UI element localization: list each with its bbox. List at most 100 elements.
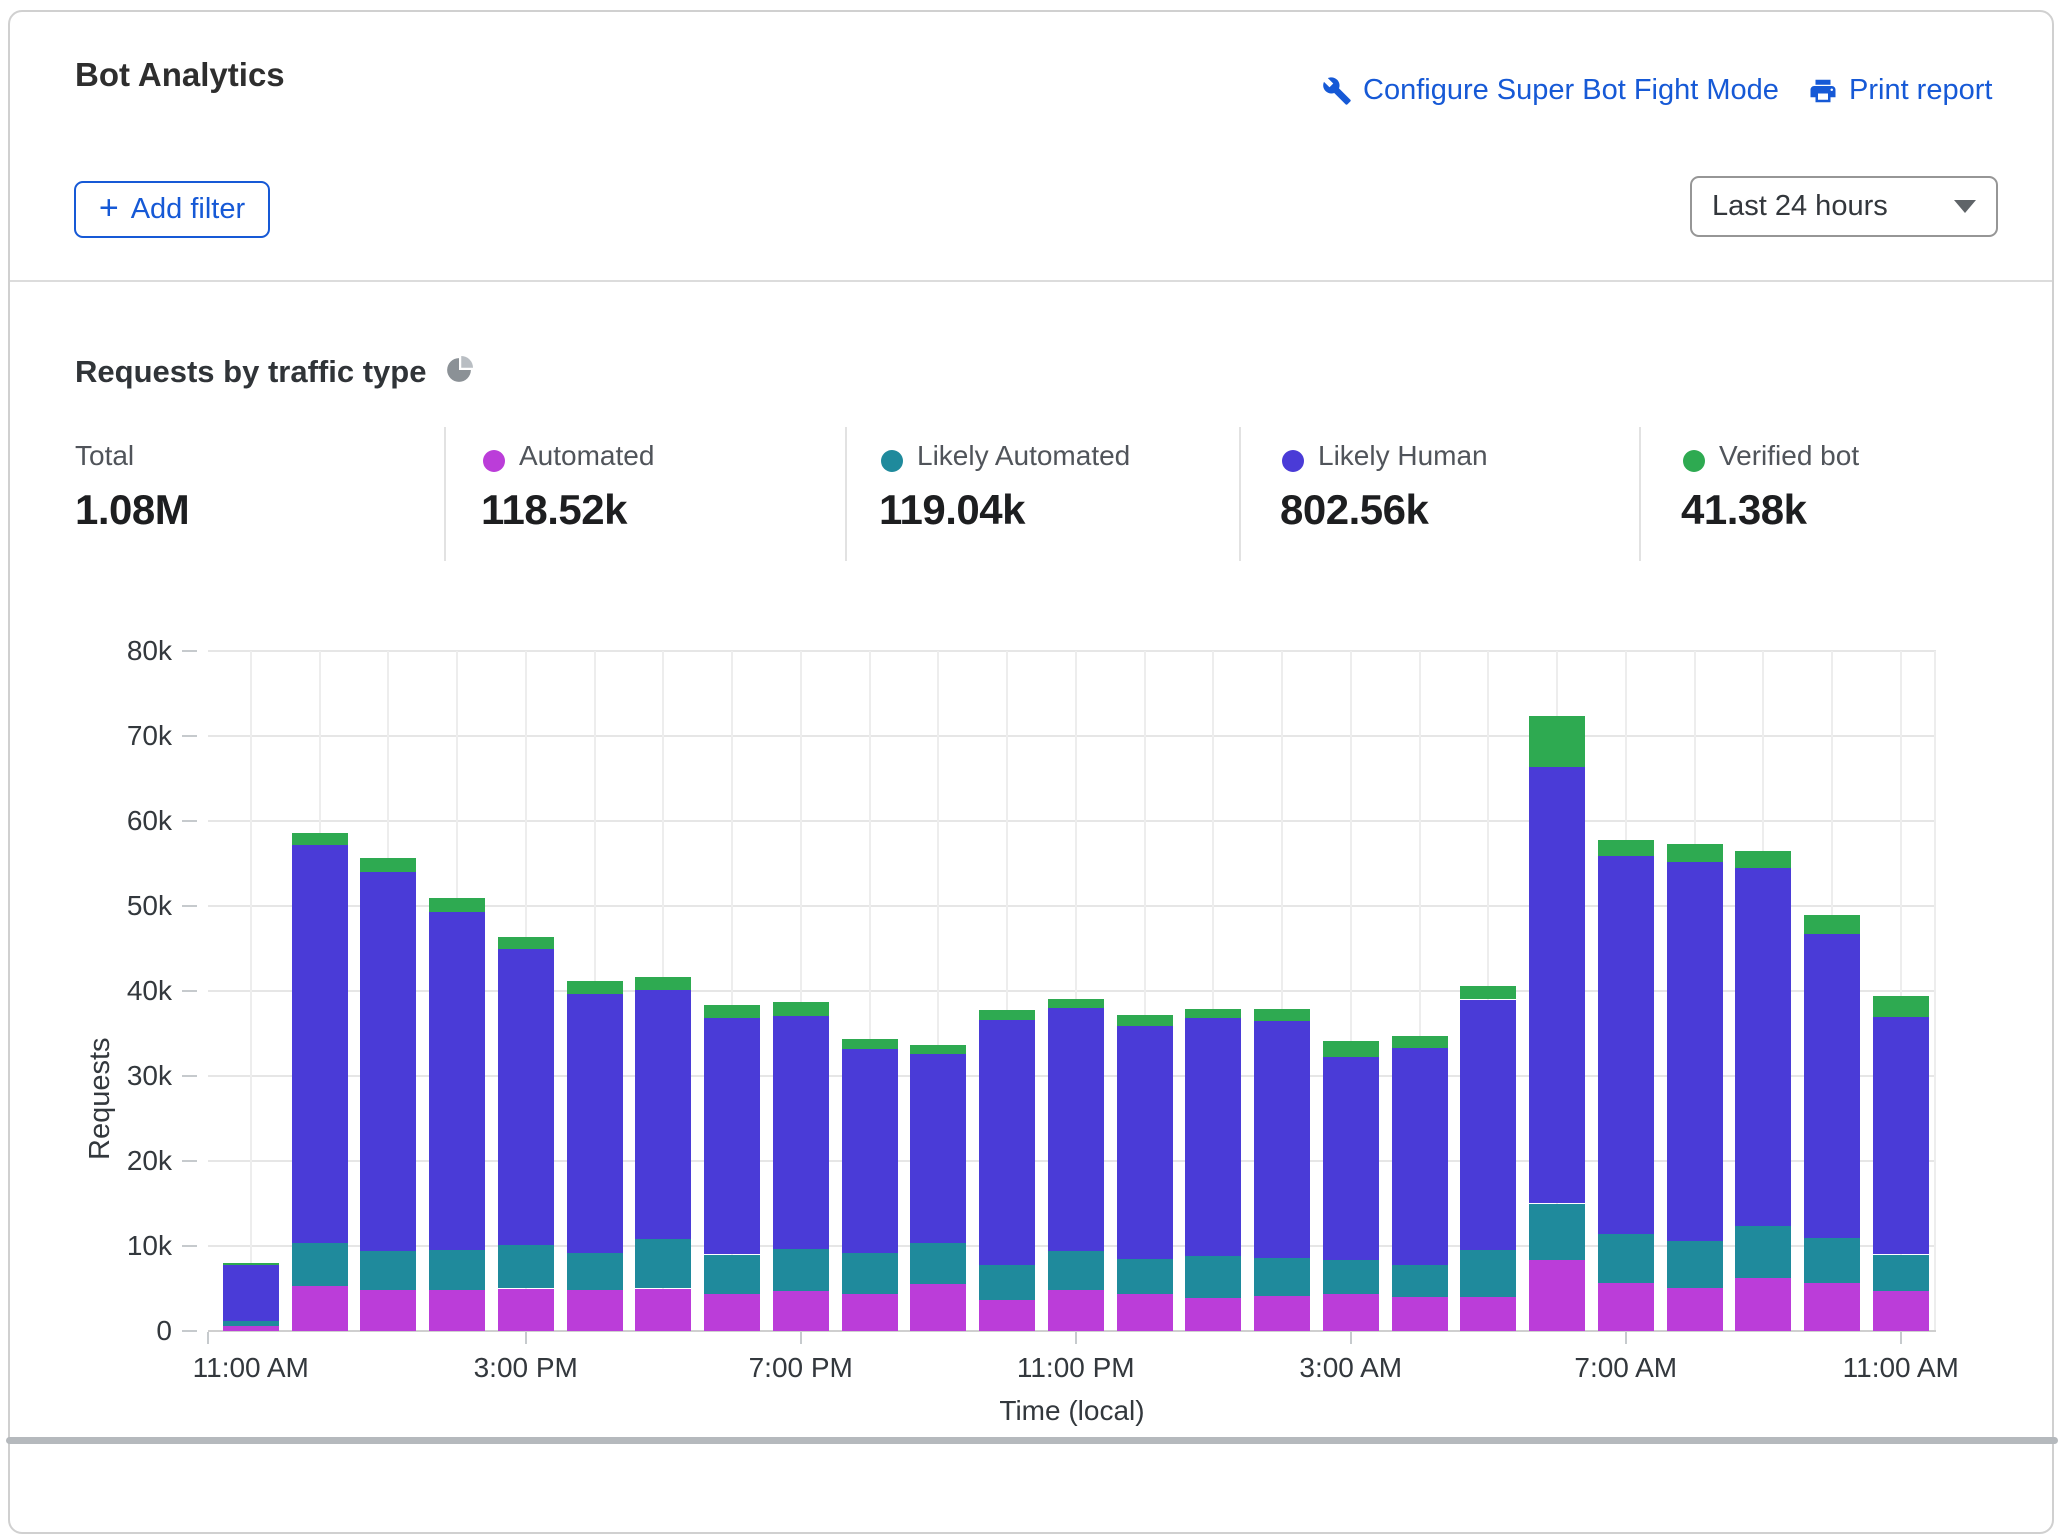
x-tick-mark-3 [1074, 1332, 1077, 1344]
stat-likely-automated[interactable]: Likely Automated 119.04k [879, 440, 1130, 534]
bar-segment-automated-600pm [704, 1293, 760, 1331]
y-tick-mark-80k [182, 650, 197, 652]
bar-segment-verified-bot-1100am [1872, 996, 1929, 1018]
y-tick-mark-40k [182, 990, 197, 992]
bar-segment-likely-automated-200am [1254, 1257, 1310, 1297]
bar-segment-automated-400am [1391, 1297, 1448, 1331]
stat-likely-automated-value: 119.04k [879, 486, 1026, 533]
bar-segment-verified-bot-1200pm [291, 832, 348, 845]
bar-segment-verified-bot-200pm [429, 897, 485, 912]
grid-vline-hour-14 [1212, 651, 1215, 1331]
bar-segment-likely-human-300pm [497, 949, 554, 1246]
x-tick-mark-0 [207, 1332, 209, 1344]
bar-segment-likely-automated-400am [1391, 1264, 1448, 1297]
stat-verified-bot[interactable]: Verified bot 41.38k [1681, 440, 1859, 534]
printer-icon [1808, 76, 1838, 106]
bar-segment-likely-automated-600pm [704, 1254, 760, 1294]
y-tick-mark-50k [182, 905, 197, 907]
bar-segment-automated-100pm [360, 1290, 417, 1331]
x-tick-mark-6 [1899, 1332, 1902, 1344]
bar-segment-likely-automated-100pm [360, 1251, 417, 1291]
bar-segment-automated-600am [1529, 1260, 1585, 1331]
stat-likely-human[interactable]: Likely Human 802.56k [1280, 440, 1488, 534]
grid-hline-50k [208, 905, 1936, 907]
grid-hline-80k [208, 650, 1936, 652]
bar-segment-likely-human-400am [1391, 1047, 1448, 1265]
bar-segment-automated-900pm [910, 1284, 967, 1331]
bar-segment-verified-bot-900pm [910, 1045, 967, 1054]
bar-segment-likely-automated-1100pm [1047, 1251, 1104, 1291]
bar-segment-verified-bot-300am [1322, 1041, 1379, 1058]
bar-segment-verified-bot-1100am [222, 1262, 279, 1266]
stat-likely-automated-label: Likely Automated [917, 440, 1131, 471]
bar-segment-likely-automated-900am [1735, 1225, 1792, 1279]
grid-vline-hour-9 [868, 651, 871, 1331]
plus-icon: + [98, 189, 119, 227]
bar-segment-verified-bot-200am [1254, 1008, 1310, 1021]
bar-segment-likely-human-600pm [704, 1018, 760, 1255]
bar-segment-verified-bot-400pm [566, 980, 623, 994]
x-tick-label-3-00-pm: 3:00 PM [473, 1352, 578, 1383]
bar-segment-likely-automated-1000pm [979, 1264, 1035, 1301]
wrench-icon [1322, 76, 1352, 106]
bar-segment-likely-human-700am [1597, 855, 1654, 1235]
y-tick-mark-70k [182, 735, 197, 737]
add-filter-button[interactable]: + Add filter [74, 181, 270, 238]
y-tick-label-30k: 30k [126, 1060, 172, 1091]
bar-segment-likely-human-500pm [635, 990, 692, 1240]
bar-segment-likely-automated-100am [1185, 1256, 1242, 1298]
bar-segment-likely-automated-900pm [910, 1242, 967, 1285]
stat-separator [1239, 427, 1241, 561]
x-axis-title: Time (local) [999, 1395, 1145, 1426]
stat-automated-label: Automated [519, 440, 655, 471]
print-report-link[interactable]: Print report [1808, 74, 1992, 107]
bar-segment-verified-bot-1100pm [1047, 998, 1104, 1008]
likely-human-legend-dot [1282, 450, 1304, 472]
configure-super-bot-fight-mode-link[interactable]: Configure Super Bot Fight Mode [1322, 74, 1779, 107]
bar-segment-verified-bot-1200am [1116, 1014, 1173, 1026]
x-tick-label-11-00-pm: 11:00 PM [1016, 1352, 1135, 1383]
stat-separator [845, 427, 847, 561]
next-section-divider [6, 1437, 2058, 1444]
bar-segment-likely-human-1200pm [291, 844, 348, 1243]
grid-vline-hour-16 [1349, 651, 1352, 1331]
y-tick-mark-20k [182, 1160, 197, 1162]
chart-section-title: Requests by traffic type [75, 354, 427, 389]
stat-automated-value: 118.52k [481, 486, 628, 533]
bar-segment-likely-automated-800am [1666, 1240, 1723, 1288]
bar-segment-automated-300pm [497, 1288, 554, 1331]
bar-segment-likely-automated-600am [1529, 1203, 1585, 1261]
bar-segment-likely-human-1100pm [1047, 1008, 1104, 1252]
x-tick-mark-5 [1624, 1332, 1627, 1344]
y-tick-label-50k: 50k [126, 890, 172, 921]
bar-segment-automated-800pm [841, 1294, 898, 1331]
y-tick-label-80k: 80k [126, 635, 172, 666]
bar-segment-likely-automated-800pm [841, 1252, 898, 1295]
y-tick-label-10k: 10k [126, 1230, 172, 1261]
grid-vline-hour-17 [1418, 651, 1421, 1331]
bar-segment-automated-400pm [566, 1290, 623, 1331]
bar-segment-likely-human-300am [1322, 1057, 1379, 1260]
bar-segment-likely-human-700pm [772, 1015, 829, 1250]
time-range-select[interactable]: Last 24 hours [1690, 176, 1998, 237]
bar-segment-automated-800am [1666, 1287, 1723, 1331]
bar-segment-likely-automated-1200pm [291, 1242, 348, 1286]
bar-segment-verified-bot-700am [1597, 839, 1654, 856]
bar-segment-likely-human-800am [1666, 861, 1723, 1241]
bar-segment-verified-bot-100pm [360, 858, 417, 872]
bar-segment-verified-bot-300pm [497, 937, 554, 950]
y-tick-label-0: 0 [156, 1315, 172, 1346]
grid-vline-hour-12 [1074, 651, 1077, 1331]
bar-segment-automated-1100pm [1047, 1290, 1104, 1331]
bar-segment-verified-bot-800pm [841, 1038, 898, 1049]
y-tick-mark-10k [182, 1245, 197, 1247]
grid-vline-hour-0 [249, 651, 252, 1331]
bar-segment-likely-automated-1200am [1116, 1258, 1173, 1294]
grid-hline-40k [208, 990, 1936, 992]
y-tick-mark-0 [182, 1330, 197, 1332]
bar-segment-likely-automated-500pm [635, 1239, 692, 1289]
bar-segment-verified-bot-500pm [635, 976, 692, 991]
grid-vline-hour-13 [1143, 651, 1146, 1331]
stat-automated[interactable]: Automated 118.52k [481, 440, 654, 534]
stat-total[interactable]: Total 1.08M [75, 440, 190, 534]
